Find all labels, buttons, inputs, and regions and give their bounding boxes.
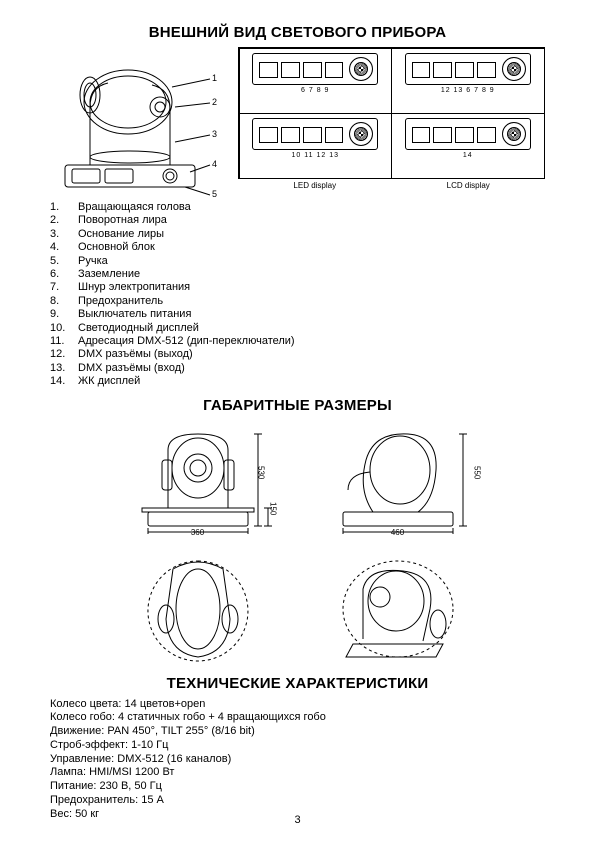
appearance-figure: 1 2 3 4 5 6 7 8 9 12 13 6 7 8 9 10 1 [50, 47, 545, 197]
page-number: 3 [0, 814, 595, 826]
side-view: 460 550 [318, 420, 478, 535]
parts-list-label: DMX разъёмы (вход) [78, 362, 545, 375]
parts-list-row: 12.DMX разъёмы (выход) [50, 348, 545, 361]
parts-list-num: 14. [50, 375, 78, 388]
parts-list-label: Выключатель питания [78, 308, 545, 321]
parts-list-label: Поворотная лира [78, 214, 545, 227]
parts-list-label: Основание лиры [78, 228, 545, 241]
panel-bl-nums: 10 11 12 13 [292, 152, 339, 159]
parts-list-row: 13.DMX разъёмы (вход) [50, 362, 545, 375]
spec-line: Строб-эффект: 1-10 Гц [50, 739, 545, 753]
panel-top-right: 12 13 6 7 8 9 [391, 48, 545, 114]
spec-line: Предохранитель: 15 А [50, 794, 545, 808]
rear-panels: 6 7 8 9 12 13 6 7 8 9 10 11 12 13 14 [238, 47, 545, 197]
top-view [118, 549, 278, 669]
parts-list-num: 4. [50, 241, 78, 254]
spec-line: Лампа: HMI/MSI 1200 Вт [50, 766, 545, 780]
dim-side-height: 550 [473, 466, 482, 479]
parts-list-num: 7. [50, 281, 78, 294]
parts-list-num: 6. [50, 268, 78, 281]
parts-list-row: 1.Вращающаяся голова [50, 201, 545, 214]
parts-list: 1.Вращающаяся голова2.Поворотная лира3.О… [50, 201, 545, 389]
parts-list-num: 10. [50, 322, 78, 335]
parts-list-label: Основной блок [78, 241, 545, 254]
parts-list-label: Заземление [78, 268, 545, 281]
callout-1: 1 [212, 73, 217, 83]
panel-top-left: 6 7 8 9 [239, 48, 393, 114]
heading-specs: ТЕХНИЧЕСКИЕ ХАРАКТЕРИСТИКИ [50, 675, 545, 692]
parts-list-row: 5.Ручка [50, 255, 545, 268]
parts-list-label: DMX разъёмы (выход) [78, 348, 545, 361]
parts-list-label: Предохранитель [78, 295, 545, 308]
spec-line: Колесо цвета: 14 цветов+open [50, 698, 545, 712]
dim-front-height: 530 [257, 466, 266, 479]
parts-list-label: ЖК дисплей [78, 375, 545, 388]
dimensions-row-1: 360 530 150 460 [50, 420, 545, 535]
parts-list-label: Ручка [78, 255, 545, 268]
panel-tr-nums: 12 13 6 7 8 9 [441, 87, 495, 94]
parts-list-label: Шнур электропитания [78, 281, 545, 294]
heading-appearance: ВНЕШНИЙ ВИД СВЕТОВОГО ПРИБОРА [50, 24, 545, 41]
parts-list-num: 2. [50, 214, 78, 227]
dim-front-base: 150 [269, 502, 278, 515]
dimensions-row-2 [50, 549, 545, 669]
parts-list-num: 1. [50, 201, 78, 214]
parts-list-row: 3.Основание лиры [50, 228, 545, 241]
parts-list-num: 13. [50, 362, 78, 375]
parts-list-num: 3. [50, 228, 78, 241]
dim-side-width: 460 [318, 528, 478, 537]
panel-bottom-left: 10 11 12 13 [239, 113, 393, 179]
spec-line: Колесо гобо: 4 статичных гобо + 4 вращаю… [50, 711, 545, 725]
parts-list-num: 8. [50, 295, 78, 308]
parts-list-row: 8.Предохранитель [50, 295, 545, 308]
parts-list-row: 2.Поворотная лира [50, 214, 545, 227]
fixture-drawing: 1 2 3 4 5 [50, 47, 230, 197]
panel-caption-lcd: LCD display [392, 181, 546, 190]
spec-line: Движение: PAN 450°, TILT 255° (8/16 bit) [50, 725, 545, 739]
callout-3: 3 [212, 129, 217, 139]
dim-front-width: 360 [118, 528, 278, 537]
parts-list-row: 7.Шнур электропитания [50, 281, 545, 294]
spec-line: Питание: 230 В, 50 Гц [50, 780, 545, 794]
panel-bottom-right: 14 [391, 113, 545, 179]
panel-tl-nums: 6 7 8 9 [301, 87, 329, 94]
parts-list-row: 4.Основной блок [50, 241, 545, 254]
parts-list-row: 10.Светодиодный дисплей [50, 322, 545, 335]
parts-list-num: 11. [50, 335, 78, 348]
specs-list: Колесо цвета: 14 цветов+openКолесо гобо:… [50, 698, 545, 822]
parts-list-row: 6.Заземление [50, 268, 545, 281]
heading-dimensions: ГАБАРИТНЫЕ РАЗМЕРЫ [50, 397, 545, 414]
spec-line: Управление: DMX-512 (16 каналов) [50, 753, 545, 767]
callout-4: 4 [212, 159, 217, 169]
parts-list-row: 11.Адресация DMX-512 (дип-переключатели) [50, 335, 545, 348]
parts-list-row: 14.ЖК дисплей [50, 375, 545, 388]
front-view: 360 530 150 [118, 420, 278, 535]
callout-5: 5 [212, 189, 217, 199]
callout-2: 2 [212, 97, 217, 107]
iso-view [318, 549, 478, 669]
parts-list-label: Светодиодный дисплей [78, 322, 545, 335]
parts-list-num: 5. [50, 255, 78, 268]
parts-list-num: 12. [50, 348, 78, 361]
parts-list-label: Адресация DMX-512 (дип-переключатели) [78, 335, 545, 348]
parts-list-row: 9.Выключатель питания [50, 308, 545, 321]
panel-br-nums: 14 [463, 152, 473, 159]
parts-list-label: Вращающаяся голова [78, 201, 545, 214]
panel-caption-led: LED display [238, 181, 392, 190]
parts-list-num: 9. [50, 308, 78, 321]
